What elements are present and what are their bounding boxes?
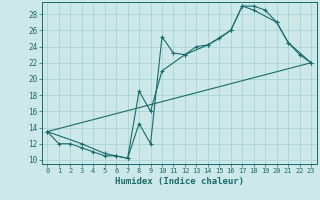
X-axis label: Humidex (Indice chaleur): Humidex (Indice chaleur) (115, 177, 244, 186)
